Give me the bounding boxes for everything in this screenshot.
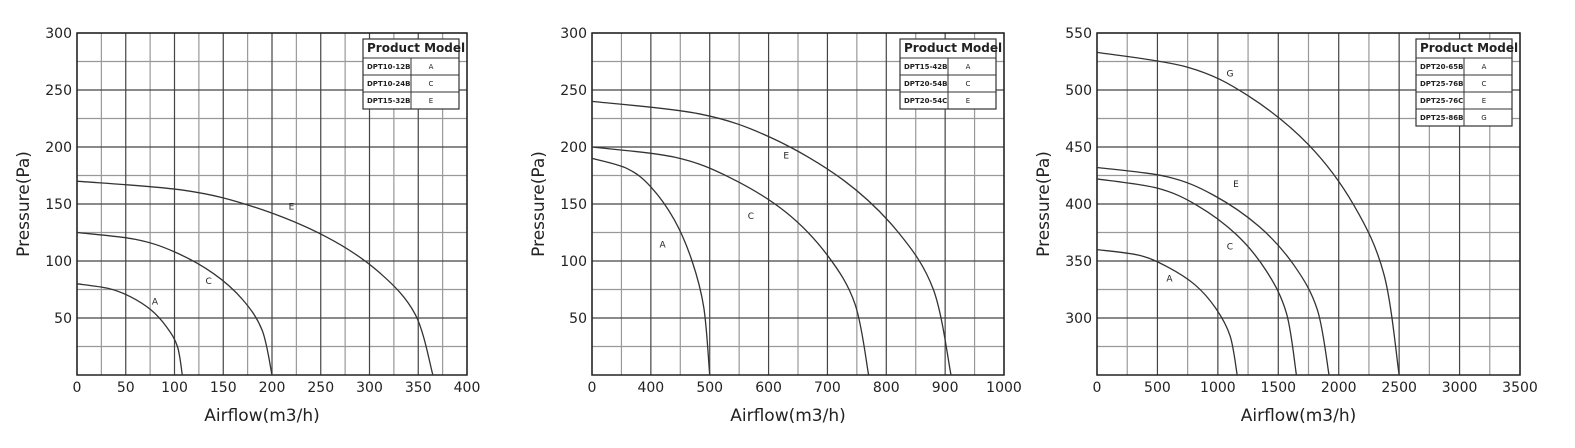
- legend-model: DPT25-76B: [1420, 80, 1463, 88]
- x-axis-label: Airflow(m3/h): [1241, 406, 1357, 426]
- curve-label: E: [289, 203, 295, 213]
- y-tick-label: 350: [1065, 254, 1092, 270]
- x-tick-label: 900: [932, 380, 959, 396]
- curve-label: A: [1166, 275, 1173, 285]
- x-tick-label: 800: [873, 380, 900, 396]
- x-axis-label: Airflow(m3/h): [204, 406, 320, 426]
- curve-label: E: [1233, 180, 1239, 190]
- legend-code: A: [1482, 63, 1487, 71]
- curve: [76, 231, 273, 376]
- curve: [1096, 51, 1400, 376]
- legend-code: A: [429, 63, 434, 71]
- x-tick-label: 2500: [1381, 380, 1417, 396]
- legend-code: C: [966, 80, 971, 88]
- curve: [591, 146, 870, 376]
- legend-title: Product Model: [1420, 41, 1518, 55]
- x-tick-label: 1000: [986, 380, 1022, 396]
- x-tick-label: 500: [696, 380, 723, 396]
- y-tick-label: 100: [45, 254, 72, 270]
- legend-model: DPT20-65B: [1420, 63, 1463, 71]
- curve-label: G: [1226, 69, 1233, 79]
- legend-code: E: [1482, 97, 1486, 105]
- y-tick-label: 50: [569, 311, 587, 327]
- curve: [591, 100, 952, 376]
- x-tick-label: 350: [405, 380, 432, 396]
- x-tick-label: 0: [588, 380, 597, 396]
- legend-model: DPT20-54B: [904, 80, 947, 88]
- curve: [1096, 178, 1298, 376]
- legend-code: E: [966, 97, 970, 105]
- y-tick-label: 100: [560, 254, 587, 270]
- y-tick-label: 50: [54, 311, 72, 327]
- y-tick-label: 300: [560, 26, 587, 42]
- x-tick-label: 1000: [1200, 380, 1236, 396]
- y-tick-label: 200: [45, 140, 72, 156]
- plot-frame: [1096, 32, 1521, 376]
- x-tick-label: 400: [637, 380, 664, 396]
- x-tick-label: 0: [73, 380, 82, 396]
- y-tick-label: 150: [560, 197, 587, 213]
- curve: [1096, 248, 1238, 376]
- y-axis-label: Pressure(Pa): [14, 151, 34, 257]
- curve: [76, 283, 183, 376]
- x-tick-label: 2000: [1321, 380, 1357, 396]
- legend-title: Product Model: [904, 41, 1002, 55]
- curve-label: C: [205, 277, 211, 287]
- x-tick-label: 200: [259, 380, 286, 396]
- y-tick-label: 250: [45, 83, 72, 99]
- legend-model: DPT20-54C: [904, 97, 947, 105]
- y-tick-label: 300: [1065, 311, 1092, 327]
- curve-label: E: [783, 151, 789, 161]
- curve: [76, 180, 434, 376]
- curve: [1096, 166, 1330, 376]
- chart: 0 400 500 600 700 800 900 1000 50 100 150 200 250 300…: [529, 26, 1022, 426]
- x-tick-label: 1500: [1260, 380, 1296, 396]
- curve: [591, 157, 711, 376]
- y-tick-label: 150: [45, 197, 72, 213]
- x-tick-label: 600: [755, 380, 782, 396]
- legend-code: E: [429, 97, 433, 105]
- x-tick-label: 500: [1144, 380, 1171, 396]
- x-tick-label: 3000: [1442, 380, 1478, 396]
- y-tick-label: 550: [1065, 26, 1092, 42]
- y-tick-label: 250: [560, 83, 587, 99]
- legend-code: A: [966, 63, 971, 71]
- legend-model: DPT25-76C: [1420, 97, 1463, 105]
- y-tick-label: 200: [560, 140, 587, 156]
- x-axis-label: Airflow(m3/h): [730, 406, 846, 426]
- y-axis-label: Pressure(Pa): [1034, 151, 1054, 257]
- plot-frame: [591, 32, 1005, 376]
- x-tick-label: 400: [454, 380, 481, 396]
- y-tick-label: 300: [45, 26, 72, 42]
- legend-model: DPT10-24B: [367, 80, 410, 88]
- x-tick-label: 250: [307, 380, 334, 396]
- x-tick-label: 150: [210, 380, 237, 396]
- x-tick-label: 50: [117, 380, 135, 396]
- x-tick-label: 700: [814, 380, 841, 396]
- legend-model: DPT15-42B: [904, 63, 947, 71]
- y-tick-label: 450: [1065, 140, 1092, 156]
- legend-model: DPT10-12B: [367, 63, 410, 71]
- chart: 0 500 1000 1500 2000 2500 3000 3500 300 350 400 450…: [1034, 26, 1538, 426]
- legend-code: C: [1482, 80, 1487, 88]
- y-tick-label: 400: [1065, 197, 1092, 213]
- legend-model: DPT25-86B: [1420, 114, 1463, 122]
- x-tick-label: 0: [1093, 380, 1102, 396]
- chart: 0 50 100 150 200 250 300 350 400 50 100 150 200 250 30…: [14, 26, 480, 426]
- y-tick-label: 500: [1065, 83, 1092, 99]
- legend-code: C: [429, 80, 434, 88]
- curve-label: C: [1227, 243, 1233, 253]
- x-tick-label: 3500: [1502, 380, 1538, 396]
- x-tick-label: 300: [356, 380, 383, 396]
- x-tick-label: 100: [161, 380, 188, 396]
- legend-model: DPT15-32B: [367, 97, 410, 105]
- y-axis-label: Pressure(Pa): [529, 151, 549, 257]
- curve-label: C: [748, 212, 754, 222]
- curve-label: A: [152, 297, 159, 307]
- legend-title: Product Model: [367, 41, 465, 55]
- legend-code: G: [1481, 114, 1486, 122]
- curve-label: A: [660, 240, 667, 250]
